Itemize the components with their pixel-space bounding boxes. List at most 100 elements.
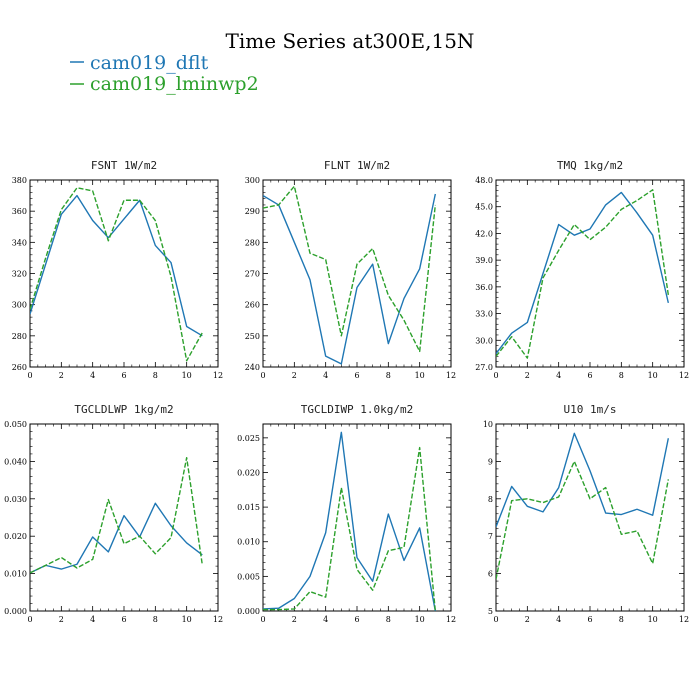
x-tick-label: 2 [59,615,64,624]
y-tick-label: 280 [245,238,260,247]
x-tick-label: 4 [90,371,95,380]
x-tick-label: 2 [292,371,297,380]
series-line-lminwp2 [496,189,670,359]
x-tick-label: 8 [619,371,624,380]
legend: cam019_dflt cam019_lminwp2 [70,52,259,95]
legend-label-dflt: cam019_dflt [90,52,209,74]
x-tick-label: 4 [556,371,561,380]
chart-panel-2: TMQ 1kg/m2 0 2 4 6 8 10 12 27.0 30.0 33.0 36.0 39.0 4… [475,159,689,380]
y-tick-label: 260 [12,363,27,372]
x-tick-label: 0 [493,371,498,380]
y-tick-label: 300 [245,176,260,185]
x-tick-label: 10 [415,615,425,624]
series-line-dflt [263,431,437,612]
x-tick-label: 4 [90,615,95,624]
x-tick-label: 8 [153,615,158,624]
x-tick-label: 0 [27,615,32,624]
x-tick-label: 6 [121,615,126,624]
y-tick-label: 250 [245,332,260,341]
series-line-lminwp2 [263,185,437,353]
x-tick-label: 10 [415,371,425,380]
y-tick-label: 240 [245,363,260,372]
x-tick-label: 0 [493,615,498,624]
x-tick-label: 8 [386,371,391,380]
y-tick-label: 0.015 [237,503,260,512]
x-tick-label: 12 [213,615,223,624]
chart-title: TMQ 1kg/m2 [557,159,623,172]
x-tick-label: 0 [260,371,265,380]
x-tick-label: 0 [27,371,32,380]
chart-title: FLNT 1W/m2 [324,159,390,172]
y-tick-label: 0.010 [237,538,260,547]
x-tick-label: 2 [59,371,64,380]
chart-panel-0: FSNT 1W/m2 0 2 4 6 8 10 12 260 280 300 320 340 360 380 [12,159,223,380]
y-tick-label: 5 [488,607,493,616]
x-tick-label: 4 [556,615,561,624]
plot-frame [495,423,685,612]
x-tick-label: 0 [260,615,265,624]
y-tick-label: 10 [483,420,493,429]
y-tick-label: 280 [12,332,27,341]
series-line-dflt [30,502,203,574]
y-tick-label: 300 [12,301,27,310]
series-line-dflt [496,191,670,355]
x-tick-label: 10 [648,371,658,380]
y-tick-label: 260 [245,301,260,310]
y-tick-label: 0.000 [237,607,260,616]
y-tick-label: 290 [245,207,260,216]
legend-label-lminwp2: cam019_lminwp2 [90,73,259,95]
chart-panel-4: TGCLDIWP 1.0kg/m2 0 2 4 6 8 10 12 0.000 0.005 0.01… [237,403,456,624]
series-line-lminwp2 [496,460,670,580]
x-tick-label: 12 [446,615,456,624]
chart-title: TGCLDLWP 1kg/m2 [74,403,173,416]
y-tick-label: 360 [12,207,27,216]
series-line-lminwp2 [30,456,204,574]
x-tick-label: 4 [323,371,328,380]
y-tick-label: 42.0 [475,229,493,238]
plot-frame [29,423,219,612]
chart-panel-3: TGCLDLWP 1kg/m2 0 2 4 6 8 10 12 0.000 0.010 0.020 0… [4,403,223,624]
x-tick-label: 12 [446,371,456,380]
plot-frame [29,179,219,368]
series-line-dflt [496,432,670,528]
panels: FSNT 1W/m20 2 4 6 8 10 12260280300320340360380… [4,159,689,624]
x-tick-label: 2 [525,371,530,380]
y-tick-label: 0.020 [237,468,260,477]
chart-title: FSNT 1W/m2 [91,159,157,172]
y-tick-label: 0.040 [4,457,27,466]
y-tick-label: 27.0 [475,363,493,372]
chart-panel-5: U10 1m/s 0 2 4 6 8 10 12 5 6 7 8 9 10 [483,403,689,624]
y-tick-label: 6 [488,570,493,579]
y-tick-label: 340 [12,238,27,247]
y-tick-label: 45.0 [475,203,493,212]
series-line-dflt [263,193,437,365]
x-tick-label: 8 [153,371,158,380]
x-tick-label: 6 [354,371,359,380]
y-tick-label: 270 [245,270,260,279]
y-tick-label: 0.050 [4,420,27,429]
x-tick-label: 4 [323,615,328,624]
y-tick-label: 0.005 [237,572,260,581]
plot-frame [262,179,452,368]
x-tick-label: 12 [679,615,689,624]
x-tick-label: 6 [121,371,126,380]
series-line-lminwp2 [263,446,437,612]
y-tick-label: 7 [488,532,493,541]
y-tick-label: 8 [488,495,493,504]
y-tick-label: 380 [12,176,27,185]
x-tick-label: 2 [525,615,530,624]
y-tick-label: 0.000 [4,607,27,616]
x-tick-label: 12 [213,371,223,380]
y-tick-label: 33.0 [475,310,493,319]
y-tick-label: 320 [12,270,27,279]
figure-title: Time Series at300E,15N [226,29,475,53]
series-line-dflt [30,194,203,337]
chart-title: U10 1m/s [564,403,617,416]
chart-panel-1: FLNT 1W/m2 0 2 4 6 8 10 12 240 250 260 270 280 290 300 [245,159,456,380]
x-tick-label: 12 [679,371,689,380]
y-tick-label: 0.020 [4,532,27,541]
y-tick-label: 0.030 [4,495,27,504]
y-tick-label: 0.010 [4,570,27,579]
x-tick-label: 10 [182,615,192,624]
